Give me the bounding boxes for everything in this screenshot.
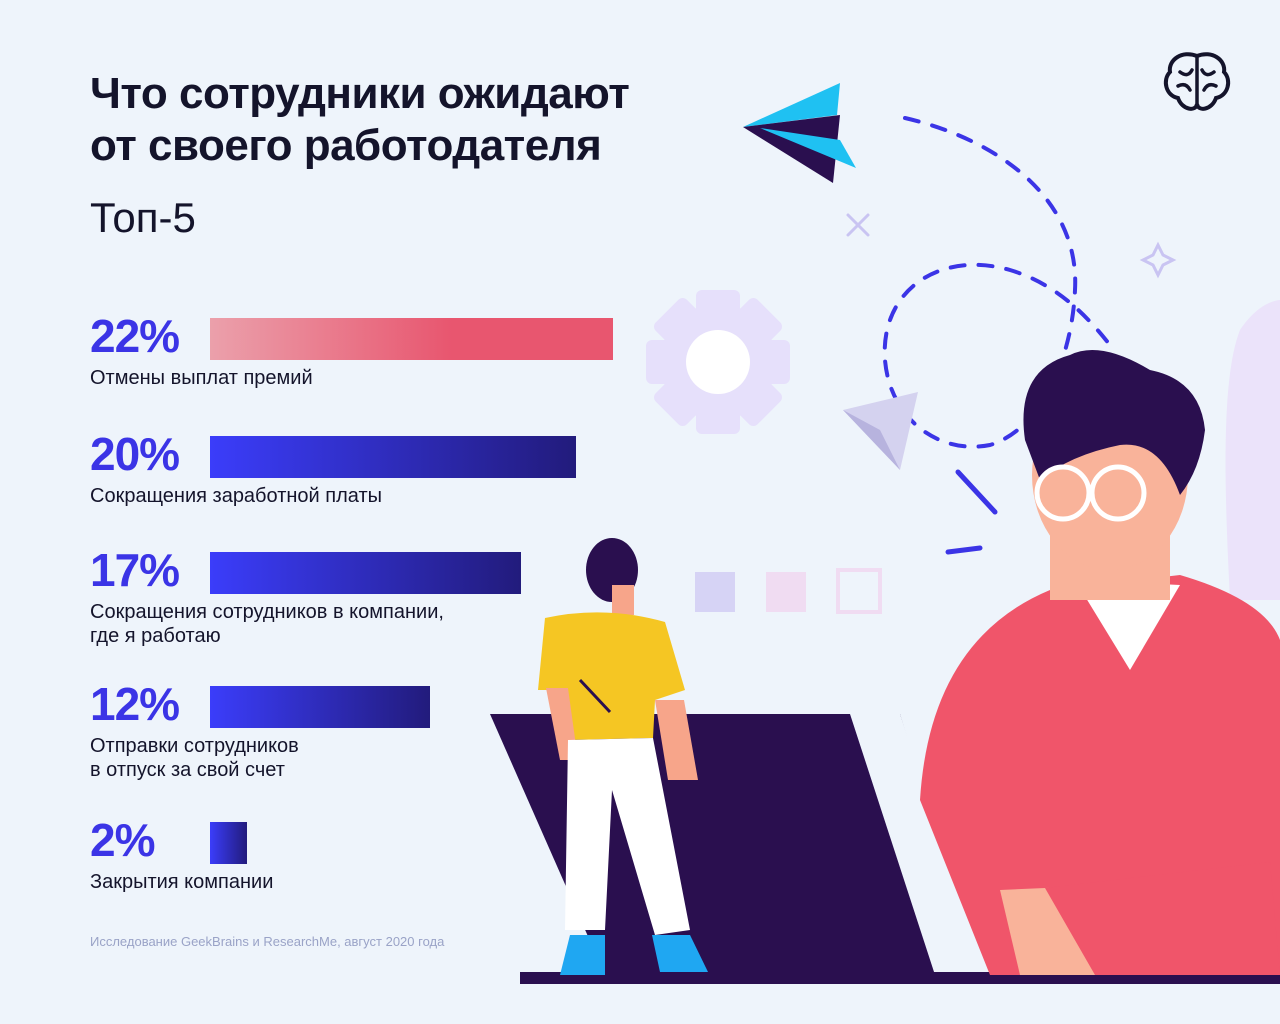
cross-icon	[846, 213, 870, 237]
bar-category-label-line: Отправки сотрудников	[90, 735, 299, 757]
bar-category-label-line: Сокращения сотрудников в компании,	[90, 601, 444, 623]
bar-category-label-line: Закрытия компании	[90, 871, 274, 893]
big-person-figure	[920, 350, 1280, 975]
source-note: Исследование GeekBrains и ResearchMe, ав…	[90, 934, 445, 949]
bar-value-label: 17%	[90, 544, 180, 596]
bar-category-label: Сокращения заработной платы	[90, 484, 540, 508]
bar	[210, 436, 576, 478]
bar-category-label: Закрытия компании	[90, 870, 540, 894]
bar-chart: 22% Отмены выплат премий 20% Сокращения зар…	[90, 300, 650, 900]
bar	[210, 552, 521, 594]
bar-category-label: Отправки сотрудников в отпуск за свой сче…	[90, 734, 540, 782]
bar-category-label-line: где я работаю	[90, 625, 221, 647]
sparkle-icon	[1139, 241, 1177, 279]
gear-icon	[646, 290, 790, 434]
bar-category-label-line: Отмены выплат премий	[90, 367, 313, 389]
bar-category-label: Отмены выплат премий	[90, 366, 540, 390]
bar-value-label: 20%	[90, 428, 180, 480]
small-person-figure	[538, 538, 708, 975]
bar-value-label: 22%	[90, 310, 180, 362]
title-line: Что сотрудники ожидают	[90, 69, 630, 118]
page-title: Что сотрудники ожидают от своего работод…	[90, 68, 730, 172]
subtitle: Топ-5	[90, 194, 196, 241]
bar	[210, 822, 247, 864]
title-line: от своего работодателя	[90, 121, 602, 170]
bar-category-label: Сокращения сотрудников в компании, где я …	[90, 600, 540, 648]
brain-logo-icon	[1163, 52, 1231, 111]
bar-category-label-line: Сокращения заработной платы	[90, 485, 382, 507]
dashed-path	[882, 116, 1112, 449]
bar	[210, 318, 613, 360]
bar	[210, 686, 430, 728]
cube-shape	[843, 392, 918, 470]
bar-category-label-line: в отпуск за свой счет	[90, 759, 285, 781]
bar-value-label: 2%	[90, 814, 155, 866]
paper-plane-icon	[743, 83, 856, 183]
bar-value-label: 12%	[90, 678, 180, 730]
